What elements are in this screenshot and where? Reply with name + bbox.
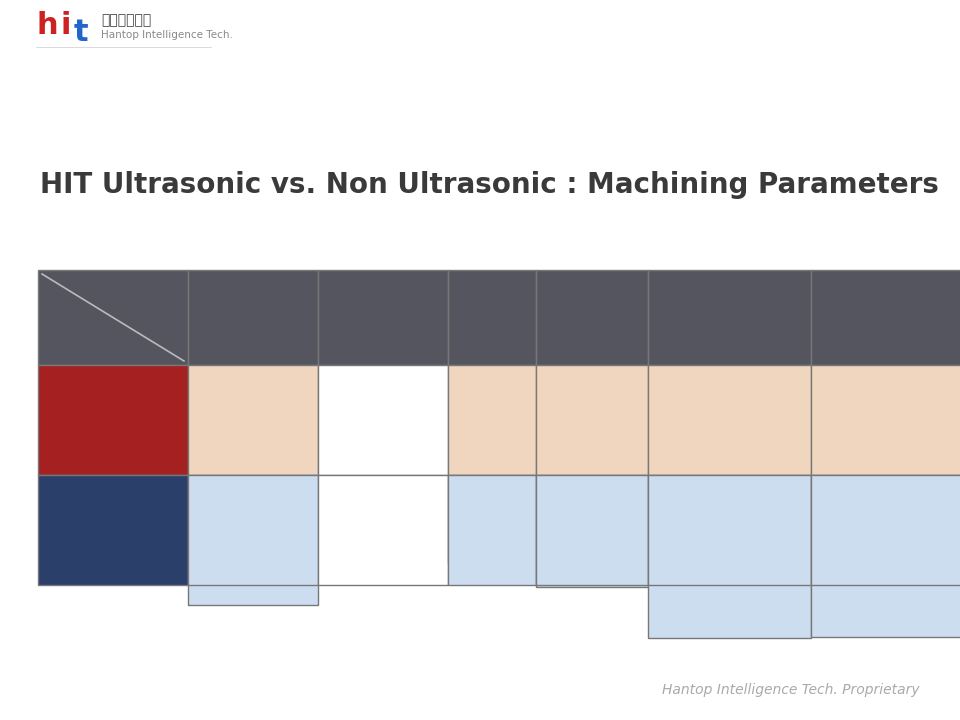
Text: Non
Ultrasonic: Non Ultrasonic: [65, 509, 160, 551]
Text: Feed Rate
(mm/min): Feed Rate (mm/min): [559, 303, 625, 332]
Text: 2.5: 2.5: [364, 435, 402, 459]
Text: Hole
Depth
(mm): Hole Depth (mm): [363, 295, 403, 340]
Text: Spindle
Rotation
(rpm): Spindle Rotation (rpm): [225, 295, 281, 340]
Text: (through holes): (through holes): [346, 482, 420, 492]
Text: 7,000: 7,000: [223, 520, 283, 540]
Text: HIT
Ultrasonic: HIT Ultrasonic: [65, 399, 160, 441]
Text: h: h: [36, 11, 59, 40]
Text: 100: 100: [708, 410, 752, 430]
Text: 75: 75: [877, 410, 906, 430]
Text: 2: 2: [585, 410, 599, 430]
Text: 0.2: 0.2: [475, 520, 509, 540]
Text: Hantop Intelligence Tech.: Hantop Intelligence Tech.: [101, 30, 232, 40]
Text: NA: NA: [714, 520, 744, 540]
Text: 12,000: 12,000: [213, 410, 293, 430]
Text: Ultrasonic Power
Level
(%): Ultrasonic Power Level (%): [673, 295, 786, 340]
Text: 漢鼎智慧科技: 漢鼎智慧科技: [101, 13, 151, 27]
Text: i: i: [60, 11, 71, 40]
Text: 0.1: 0.1: [473, 410, 511, 430]
Text: 1.2: 1.2: [575, 520, 609, 540]
Text: Hantop Intelligence Tech. Proprietary: Hantop Intelligence Tech. Proprietary: [662, 683, 920, 697]
Text: Processing time
per hole
(sec): Processing time per hole (sec): [839, 295, 945, 340]
Text: Q
(mm): Q (mm): [474, 303, 510, 332]
Text: 124.8: 124.8: [862, 520, 922, 540]
Text: t: t: [74, 18, 88, 47]
Text: HIT Ultrasonic vs. Non Ultrasonic : Machining Parameters: HIT Ultrasonic vs. Non Ultrasonic : Mach…: [40, 171, 939, 199]
